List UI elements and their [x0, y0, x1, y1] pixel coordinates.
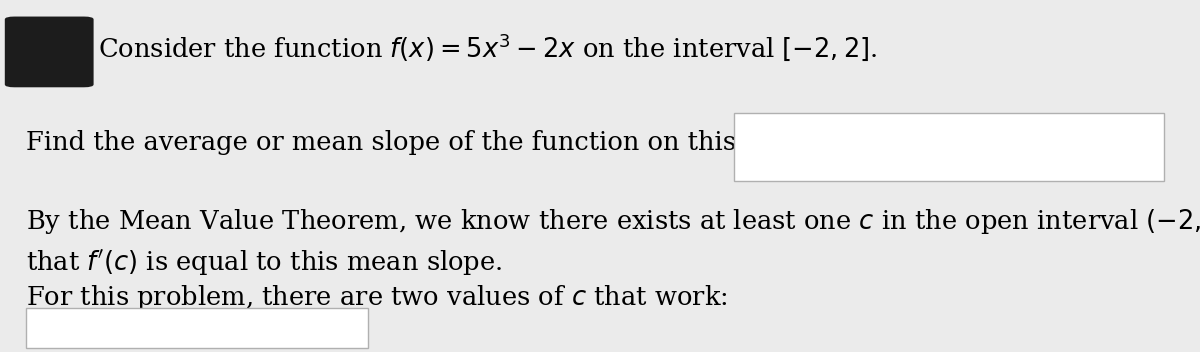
FancyBboxPatch shape — [734, 113, 1164, 181]
FancyBboxPatch shape — [5, 17, 94, 87]
Text: By the Mean Value Theorem, we know there exists at least one $c$ in the open int: By the Mean Value Theorem, we know there… — [26, 207, 1200, 236]
Text: Consider the function $f(x) = 5x^3 - 2x$ on the interval $[-2, 2]$.: Consider the function $f(x) = 5x^3 - 2x$… — [98, 32, 877, 63]
FancyBboxPatch shape — [26, 308, 368, 348]
Text: Find the average or mean slope of the function on this interval.: Find the average or mean slope of the fu… — [26, 130, 853, 155]
Text: For this problem, there are two values of $c$ that work:: For this problem, there are two values o… — [26, 283, 728, 312]
Text: that $f'(c)$ is equal to this mean slope.: that $f'(c)$ is equal to this mean slope… — [26, 247, 503, 277]
